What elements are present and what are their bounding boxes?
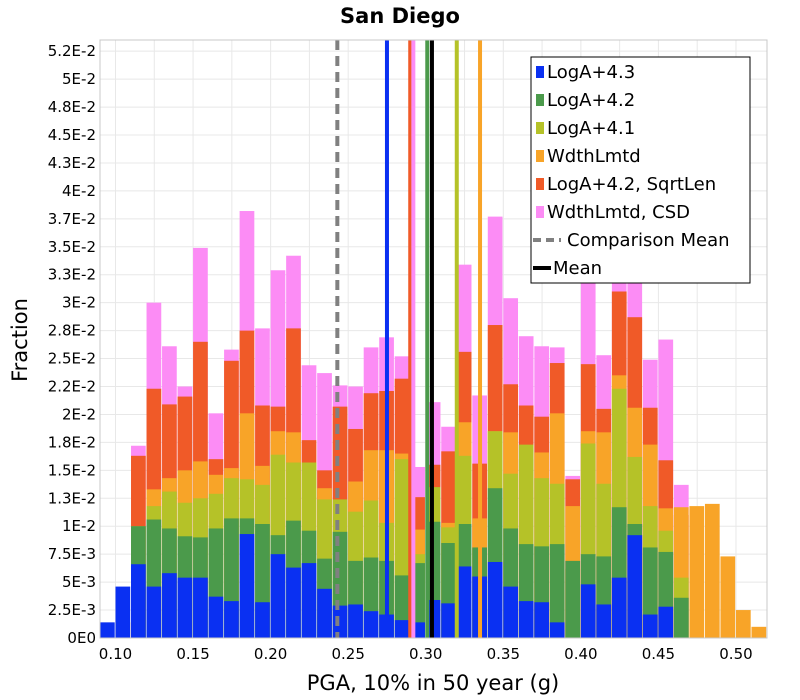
bar-wdthlmtd xyxy=(735,610,751,638)
y-tick-label: 5E-3 xyxy=(62,573,96,591)
mean-lines xyxy=(335,40,483,638)
legend-swatch-wdthlmtd xyxy=(536,150,544,162)
legend-swatch-wdthlmtd-csd xyxy=(536,206,544,218)
y-tick-label: 2.5E-2 xyxy=(48,350,96,368)
bar-loga-4-3 xyxy=(131,564,146,638)
bar-loga-4-3 xyxy=(348,604,363,638)
y-tick-label: 4.3E-2 xyxy=(48,154,96,172)
legend-swatch-loga-4-2 xyxy=(536,94,544,106)
bar-loga-4-3 xyxy=(487,561,503,638)
legend-label: WdthLmtd xyxy=(547,146,641,167)
y-tick-label: 4E-2 xyxy=(62,182,96,200)
legend-label: Mean xyxy=(553,258,602,279)
bar-loga-4-3 xyxy=(456,566,472,638)
y-tick-label: 4.8E-2 xyxy=(48,98,96,116)
y-tick-label: 1.3E-2 xyxy=(48,489,96,507)
bar-loga-4-3 xyxy=(503,586,519,638)
x-tick-label: 0.20 xyxy=(254,645,287,663)
bar-loga-4-3 xyxy=(255,602,270,638)
y-tick-label: 3.3E-2 xyxy=(48,266,96,284)
bar-wdthlmtd xyxy=(720,556,736,638)
y-tick-label: 7.5E-3 xyxy=(48,545,96,563)
y-tick-label: 3.5E-2 xyxy=(48,238,96,256)
bar-loga-4-2 xyxy=(565,560,581,638)
bar-loga-4-3 xyxy=(270,554,286,638)
y-tick-label: 2.2E-2 xyxy=(48,378,96,396)
x-tick-label: 0.40 xyxy=(564,645,597,663)
bars xyxy=(100,162,767,639)
bar-loga-4-3 xyxy=(441,603,456,638)
x-tick-label: 0.50 xyxy=(719,645,752,663)
bar-loga-4-2 xyxy=(673,597,689,638)
bar-loga-4-3 xyxy=(534,602,550,638)
bar-loga-4-3 xyxy=(642,614,658,638)
x-tick-label: 0.35 xyxy=(487,645,520,663)
y-tick-label: 0E0 xyxy=(67,629,96,647)
bar-loga-4-3 xyxy=(394,620,410,638)
bar-loga-4-3 xyxy=(596,604,612,638)
bar-loga-4-3 xyxy=(580,584,596,638)
bar-wdthlmtd xyxy=(689,506,705,638)
bar-loga-4-3 xyxy=(224,601,239,638)
legend-label: LogA+4.2 xyxy=(547,90,635,111)
bar-loga-4-3 xyxy=(611,577,627,638)
legend-label: LogA+4.2, SqrtLen xyxy=(547,174,716,195)
bar-loga-4-3 xyxy=(518,601,534,638)
x-tick-label: 0.30 xyxy=(409,645,442,663)
y-tick-label: 1.5E-2 xyxy=(48,461,96,479)
x-axis-label: PGA, 10% in 50 year (g) xyxy=(307,671,559,695)
legend-swatch-loga-4-1 xyxy=(536,122,544,134)
bar-loga-4-3 xyxy=(301,563,317,638)
y-axis-label: Fraction xyxy=(8,298,32,382)
bar-loga-4-3 xyxy=(162,573,177,638)
x-tick-label: 0.45 xyxy=(642,645,675,663)
y-tick-label: 4.5E-2 xyxy=(48,126,96,144)
bar-loga-4-3 xyxy=(177,577,193,638)
bar-loga-4-3 xyxy=(332,605,348,638)
bar-loga-4-3 xyxy=(193,577,208,638)
y-tick-label: 2E-2 xyxy=(62,405,96,423)
y-tick-label: 2.8E-2 xyxy=(48,322,96,340)
legend-label: LogA+4.3 xyxy=(547,62,635,83)
y-tick-label: 1.8E-2 xyxy=(48,433,96,451)
legend: LogA+4.3 LogA+4.2 LogA+4.1 WdthLmtd LogA+4.2… xyxy=(530,56,751,284)
bar-wdthlmtd xyxy=(751,626,767,638)
bar-loga-4-3 xyxy=(286,567,301,638)
bar-loga-4-3 xyxy=(208,596,224,638)
x-tick-label: 0.15 xyxy=(176,645,209,663)
bar-loga-4-3 xyxy=(363,611,379,638)
legend-box xyxy=(530,56,751,284)
bar-loga-4-3 xyxy=(239,534,255,638)
y-tick-label: 1E-2 xyxy=(62,517,96,535)
axes: 0E0 2.5E-3 5E-3 7.5E-3 1E-2 1.3E-2 1.5E-2 1.8E-… xyxy=(48,39,768,663)
legend-swatch-loga-4-3 xyxy=(536,66,544,78)
bar-loga-4-3 xyxy=(658,606,674,638)
y-tick-label: 2.5E-3 xyxy=(48,601,96,619)
legend-label: WdthLmtd, CSD xyxy=(547,202,690,223)
y-tick-label: 3E-2 xyxy=(62,294,96,312)
legend-swatch-loga-4-2-sqrtlen xyxy=(536,178,544,190)
legend-label: Comparison Mean xyxy=(567,230,730,251)
bar-wdthlmtd xyxy=(704,503,720,638)
bar-loga-4-3 xyxy=(146,586,162,638)
x-tick-label: 0.25 xyxy=(331,645,364,663)
bar-loga-4-3 xyxy=(317,588,332,638)
plot-border xyxy=(99,39,768,639)
bar-loga-4-3 xyxy=(115,586,131,638)
bar-loga-4-2 xyxy=(549,544,565,638)
y-tick-label: 5E-2 xyxy=(62,70,96,88)
chart-title: San Diego xyxy=(340,4,460,28)
bar-loga-4-3 xyxy=(549,622,565,638)
legend-label: LogA+4.1 xyxy=(547,118,635,139)
bar-loga-4-3 xyxy=(100,622,115,638)
bar-loga-4-3 xyxy=(627,535,643,638)
y-tick-label: 5.2E-2 xyxy=(48,42,96,60)
x-tick-label: 0.10 xyxy=(99,645,132,663)
y-tick-label: 3.7E-2 xyxy=(48,210,96,228)
